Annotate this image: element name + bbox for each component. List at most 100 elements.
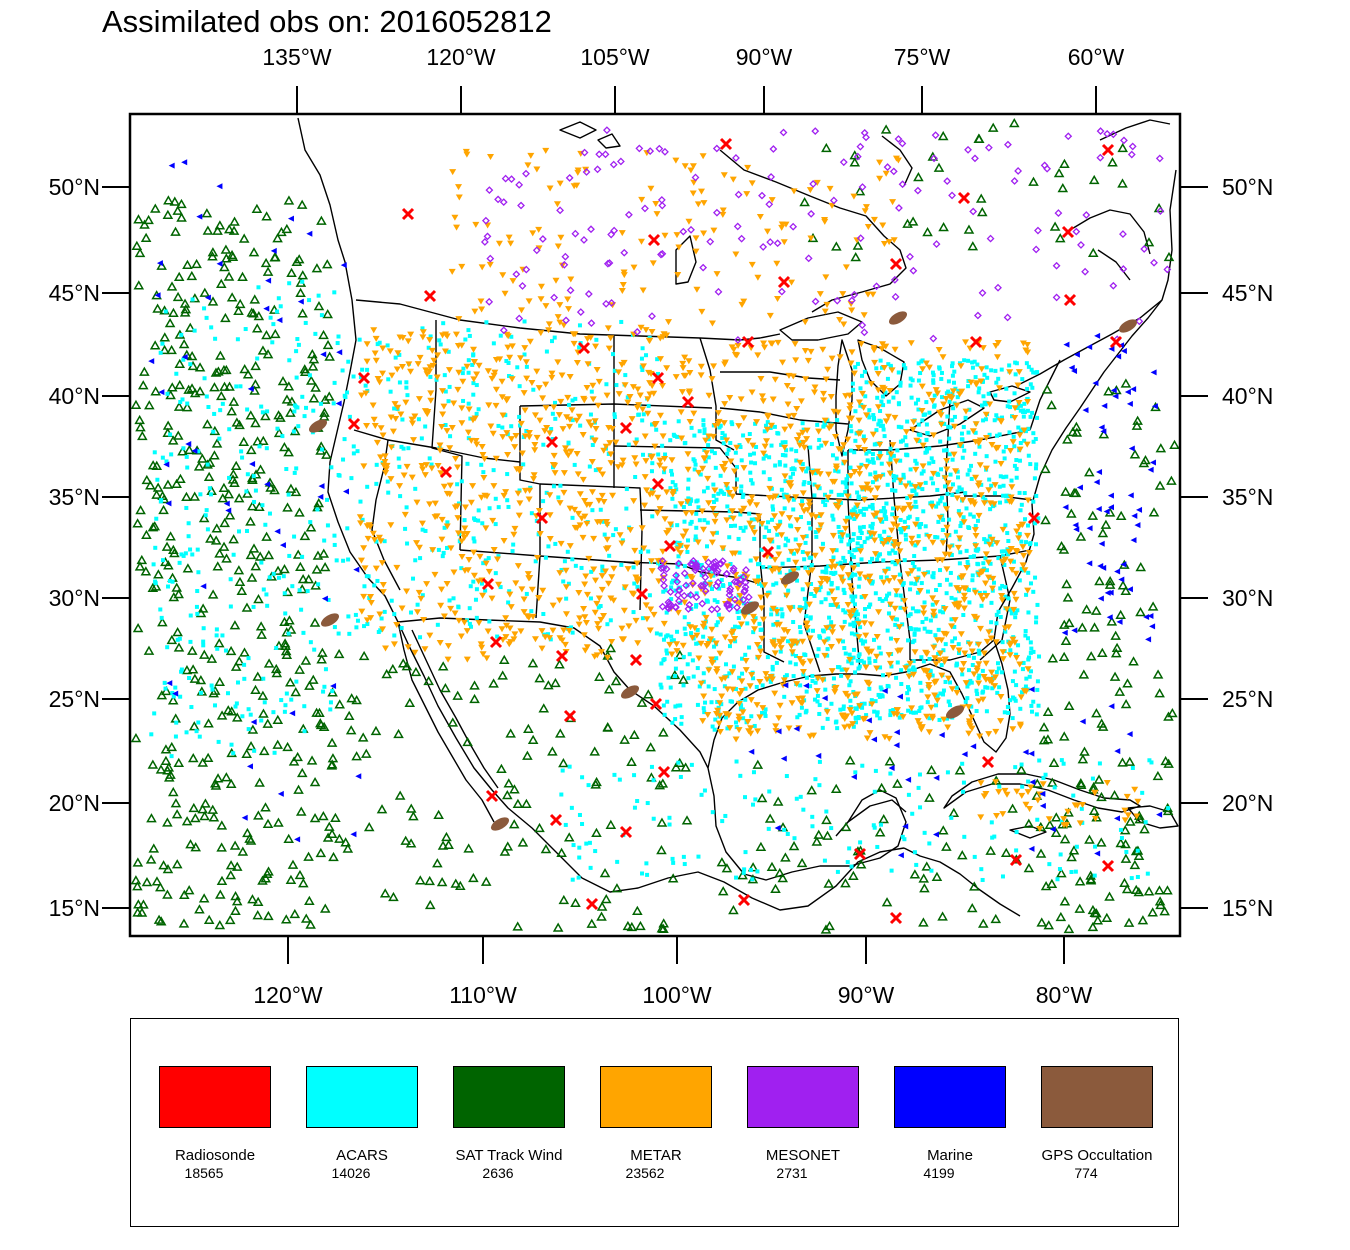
sat-wind-marker (179, 307, 191, 317)
metar-marker (768, 197, 776, 204)
sat-wind-marker (534, 822, 545, 833)
acars-marker (694, 511, 699, 516)
metar-marker (721, 675, 729, 682)
acars-marker (981, 689, 986, 694)
acars-marker (885, 628, 890, 633)
acars-marker (225, 691, 230, 696)
sat-wind-marker (941, 841, 952, 851)
sat-wind-marker (260, 257, 272, 268)
acars-marker (807, 555, 812, 560)
metar-marker (962, 339, 970, 346)
sat-wind-marker (326, 737, 338, 747)
sat-wind-marker (284, 615, 295, 625)
acars-marker (675, 523, 680, 528)
acars-marker (689, 425, 694, 430)
acars-marker (634, 437, 639, 442)
metar-marker (888, 615, 896, 622)
metar-marker (749, 613, 757, 620)
sat-wind-marker (146, 813, 157, 823)
metar-marker (948, 623, 956, 630)
sat-wind-marker (226, 706, 237, 716)
acars-marker (715, 599, 720, 604)
right-lat-label: 45°N (1222, 280, 1274, 306)
metar-marker (871, 495, 879, 502)
metar-marker (492, 356, 500, 363)
acars-marker (871, 413, 876, 418)
sat-wind-marker (252, 910, 264, 920)
metar-marker (485, 568, 493, 575)
metar-marker (846, 583, 854, 590)
metar-marker (763, 592, 771, 599)
sat-wind-marker (242, 827, 253, 838)
metar-marker (649, 260, 657, 267)
acars-marker (919, 655, 924, 660)
metar-marker (994, 444, 1002, 451)
metar-marker (588, 458, 596, 465)
acars-marker (428, 374, 433, 379)
acars-marker (615, 859, 620, 864)
acars-marker (912, 554, 917, 559)
metar-marker (433, 513, 441, 520)
metar-marker (754, 517, 762, 524)
metar-marker (801, 348, 809, 355)
acars-marker (1014, 466, 1019, 471)
metar-marker (771, 556, 779, 563)
sat-wind-marker (180, 304, 192, 314)
metar-marker (885, 652, 893, 659)
acars-marker (950, 457, 955, 462)
sat-wind-marker (376, 804, 388, 814)
sat-wind-marker (141, 529, 152, 539)
acars-marker (924, 447, 929, 452)
bottom-lon-label: 100°W (642, 982, 712, 1008)
metar-marker (699, 718, 707, 725)
acars-marker (747, 432, 752, 437)
sat-wind-marker (1117, 580, 1129, 590)
metar-marker (409, 420, 417, 427)
acars-marker (474, 411, 479, 416)
acars-marker (495, 634, 500, 639)
acars-marker (579, 565, 584, 570)
acars-marker (471, 536, 476, 541)
acars-marker (794, 654, 799, 659)
metar-marker (948, 686, 956, 693)
metar-marker (628, 590, 636, 597)
acars-marker (970, 578, 975, 583)
sat-wind-marker (138, 899, 149, 909)
metar-marker (815, 428, 823, 435)
acars-marker (238, 384, 243, 389)
right-lat-label: 35°N (1222, 484, 1274, 510)
metar-marker (835, 638, 843, 645)
acars-marker (1029, 646, 1034, 651)
acars-marker (906, 685, 911, 690)
sat-wind-marker (160, 755, 172, 765)
metar-marker (436, 442, 444, 449)
acars-marker (448, 434, 453, 439)
acars-marker (272, 750, 277, 755)
metar-marker (935, 657, 943, 664)
acars-marker (474, 587, 479, 592)
sat-wind-marker (589, 746, 600, 756)
sat-wind-marker (1155, 899, 1166, 910)
sat-wind-marker (766, 861, 778, 872)
sat-wind-marker (1060, 635, 1072, 645)
metar-marker (735, 716, 743, 723)
acars-marker (577, 345, 582, 350)
metar-marker (694, 201, 702, 208)
sat-wind-marker (1066, 851, 1077, 862)
sat-wind-marker (1068, 845, 1080, 855)
metar-marker (804, 570, 812, 577)
metar-marker (546, 185, 554, 192)
acars-marker (858, 386, 863, 391)
metar-marker (633, 404, 641, 411)
acars-marker (178, 694, 183, 699)
metar-marker (375, 534, 383, 541)
sat-wind-marker (257, 690, 269, 700)
sat-wind-marker (956, 850, 968, 860)
acars-marker (833, 468, 838, 473)
acars-marker (898, 383, 903, 388)
acars-marker (778, 519, 783, 524)
metar-marker (1018, 521, 1026, 528)
acars-marker (820, 569, 825, 574)
acars-marker (694, 591, 699, 596)
sat-wind-marker (315, 847, 327, 858)
